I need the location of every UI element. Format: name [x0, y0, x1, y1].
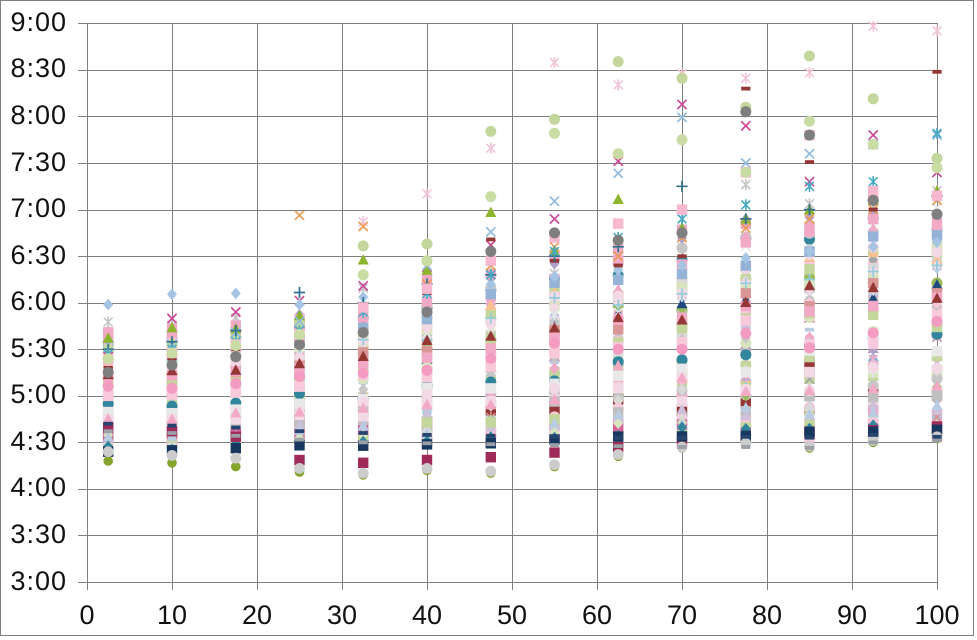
svg-text:100: 100 — [914, 600, 959, 630]
svg-text:40: 40 — [412, 600, 442, 630]
svg-text:10: 10 — [157, 600, 187, 630]
svg-text:9:00: 9:00 — [10, 7, 67, 37]
svg-text:7:00: 7:00 — [10, 193, 67, 223]
svg-text:80: 80 — [752, 600, 782, 630]
svg-text:5:00: 5:00 — [10, 379, 67, 409]
svg-text:90: 90 — [837, 600, 867, 630]
svg-text:4:00: 4:00 — [10, 472, 67, 502]
svg-text:6:00: 6:00 — [10, 286, 67, 316]
svg-text:3:00: 3:00 — [10, 566, 67, 596]
svg-text:0: 0 — [79, 600, 94, 630]
svg-text:3:30: 3:30 — [10, 519, 67, 549]
svg-text:8:00: 8:00 — [10, 100, 67, 130]
svg-text:7:30: 7:30 — [10, 147, 67, 177]
svg-text:4:30: 4:30 — [10, 426, 67, 456]
svg-text:6:30: 6:30 — [10, 240, 67, 270]
svg-text:20: 20 — [242, 600, 272, 630]
svg-text:60: 60 — [582, 600, 612, 630]
svg-text:50: 50 — [497, 600, 527, 630]
svg-text:30: 30 — [327, 600, 357, 630]
svg-text:70: 70 — [667, 600, 697, 630]
svg-text:8:30: 8:30 — [10, 53, 67, 83]
svg-text:5:30: 5:30 — [10, 333, 67, 363]
